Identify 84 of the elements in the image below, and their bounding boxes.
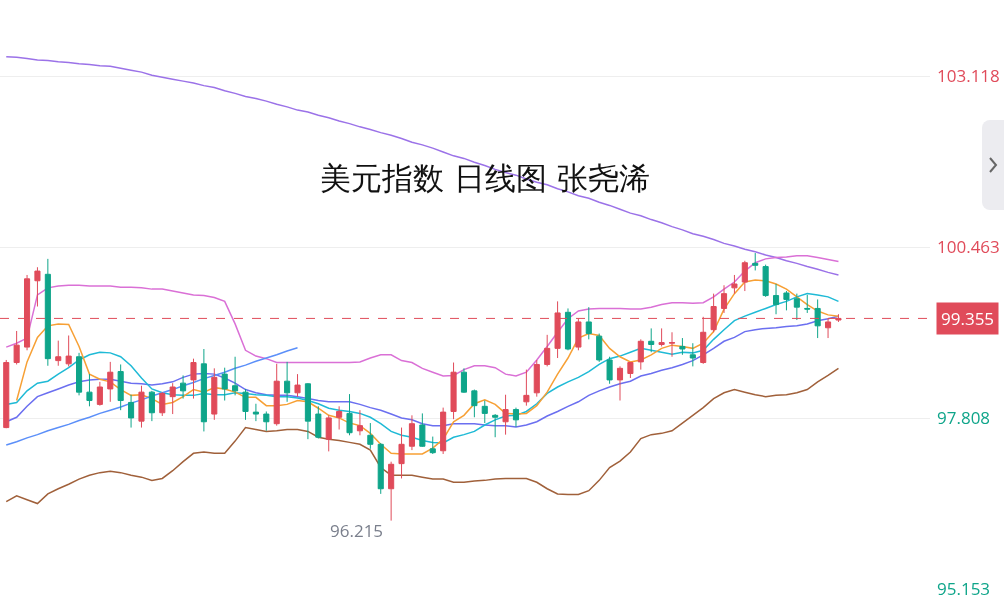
ref-line-label: 99.355	[941, 307, 995, 330]
candlestick	[668, 331, 676, 358]
candlestick	[523, 369, 530, 407]
candlestick	[783, 290, 790, 311]
candlestick	[44, 258, 51, 367]
line-series	[5, 254, 840, 377]
candlestick	[356, 409, 363, 436]
candlestick	[408, 414, 415, 451]
candlestick	[741, 260, 748, 292]
y-tick-label: 103.118	[937, 64, 1000, 88]
candlestick	[658, 327, 665, 347]
candlestick	[221, 367, 228, 402]
candlestick	[200, 348, 207, 432]
candlestick	[128, 394, 135, 429]
candlestick	[398, 427, 405, 479]
candlestick	[86, 373, 93, 407]
candlestick	[346, 393, 353, 436]
candlestick	[637, 338, 644, 371]
candlestick	[159, 391, 166, 417]
candlestick	[679, 337, 686, 356]
candlestick	[564, 307, 572, 351]
line-series	[5, 367, 840, 505]
candlestick	[627, 362, 634, 379]
candlestick	[107, 361, 114, 403]
candlestick	[512, 407, 520, 428]
candlestick	[211, 367, 218, 421]
candlestick	[689, 342, 696, 367]
y-tick-label: 95.153	[937, 576, 991, 600]
candlestick	[793, 293, 800, 321]
candlestick	[232, 356, 239, 396]
candlestick	[13, 330, 20, 365]
candlestick	[492, 413, 499, 438]
candlestick	[263, 410, 270, 432]
candlestick	[336, 405, 343, 430]
line-series	[5, 346, 299, 446]
candlestick	[606, 356, 613, 385]
candlestick	[273, 363, 280, 427]
candlestick	[169, 382, 176, 415]
candlestick	[138, 385, 145, 429]
candlestick	[596, 333, 603, 363]
candlestick	[190, 358, 197, 400]
candlestick	[367, 422, 374, 450]
candlestick	[117, 363, 124, 411]
candlestick	[762, 264, 769, 298]
candlestick	[315, 405, 322, 440]
candlestick	[429, 436, 436, 455]
y-tick-label: 97.808	[937, 405, 991, 429]
candlestick	[772, 283, 780, 315]
candlestick	[616, 365, 624, 402]
candlestick	[533, 359, 540, 398]
candlestick	[294, 373, 301, 398]
candlestick	[284, 361, 291, 403]
candlestick	[440, 407, 447, 455]
candlestick	[544, 334, 551, 367]
candlestick	[55, 340, 62, 367]
candlestick	[34, 266, 41, 308]
candlestick	[450, 362, 457, 420]
annotation: 96.215	[330, 519, 384, 542]
candlestick	[648, 327, 655, 353]
y-tick-label: 100.463	[937, 235, 1000, 259]
candlestick	[752, 252, 759, 271]
candlestick	[814, 298, 821, 339]
candlestick	[180, 374, 187, 400]
candlestick	[76, 352, 83, 396]
candlestick	[471, 389, 478, 418]
candlestick	[804, 294, 811, 314]
candlestick	[585, 306, 592, 340]
candlestick	[325, 414, 332, 452]
candlestick	[731, 274, 738, 295]
candlestick	[304, 382, 311, 440]
candlestick	[65, 334, 72, 367]
candlestick	[377, 442, 384, 495]
candlestick	[502, 394, 509, 436]
candlestick	[96, 381, 103, 407]
candlestick	[419, 412, 426, 448]
candlestick	[242, 388, 249, 421]
candlestick	[460, 367, 468, 394]
candlestick	[388, 461, 395, 522]
candlestick	[252, 403, 259, 422]
candlestick	[720, 284, 728, 314]
line-series	[5, 55, 840, 276]
candlestick	[3, 359, 10, 429]
candlestick	[148, 390, 155, 422]
candlestick	[481, 400, 488, 424]
